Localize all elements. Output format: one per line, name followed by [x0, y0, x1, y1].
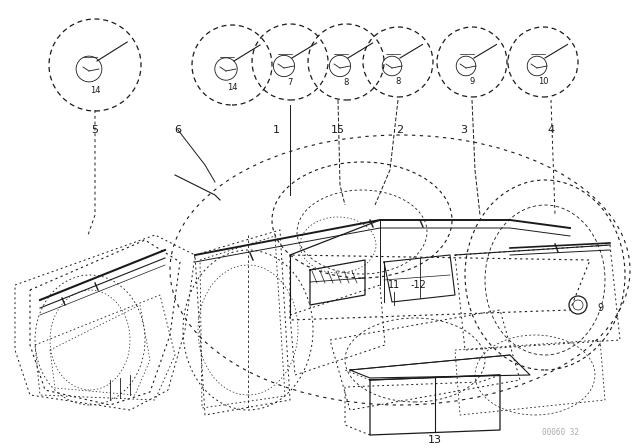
- Text: 00060 32: 00060 32: [541, 427, 579, 436]
- Text: 8: 8: [396, 77, 401, 86]
- Text: 2: 2: [396, 125, 404, 135]
- Text: 9: 9: [597, 303, 603, 313]
- Text: 13: 13: [428, 435, 442, 445]
- Text: 7: 7: [287, 78, 292, 87]
- Text: 5: 5: [92, 125, 99, 135]
- Text: 11: 11: [388, 280, 400, 290]
- Text: 4: 4: [547, 125, 555, 135]
- Text: -12: -12: [410, 280, 426, 290]
- Text: 15: 15: [331, 125, 345, 135]
- Text: 10: 10: [538, 77, 548, 86]
- Text: 1: 1: [273, 125, 280, 135]
- Text: 8: 8: [343, 78, 349, 87]
- Text: 9: 9: [469, 77, 475, 86]
- Text: 14: 14: [227, 82, 237, 91]
- Text: 14: 14: [90, 86, 100, 95]
- Text: 3: 3: [461, 125, 467, 135]
- Text: 6: 6: [175, 125, 182, 135]
